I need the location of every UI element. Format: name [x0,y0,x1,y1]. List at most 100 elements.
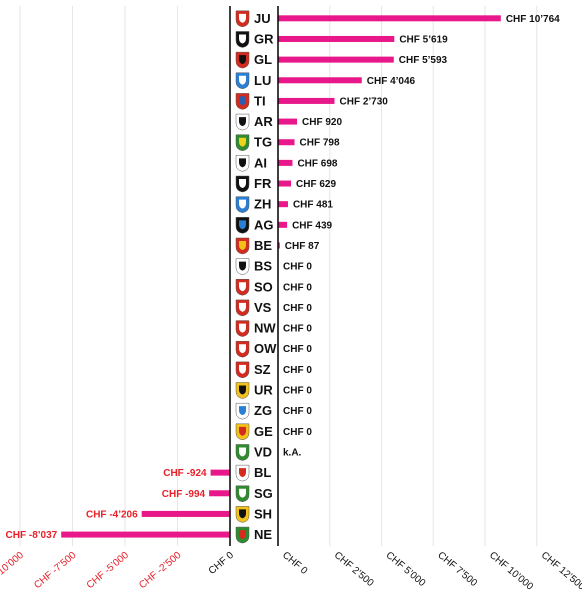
bar [278,159,293,166]
canton-label: NE [254,527,272,542]
crest-charge [239,468,246,478]
crest-charge [239,179,246,189]
canton-label: VS [254,300,272,315]
value-label: k.A. [283,447,302,458]
ju-crest-icon [235,10,250,28]
value-label: CHF 0 [283,344,312,355]
gl-crest-icon [235,51,250,69]
crest-charge [239,385,246,395]
value-label: CHF 629 [296,179,336,190]
ai-crest-icon [235,155,250,172]
crest-charge [239,302,246,312]
value-label: CHF -994 [162,489,206,500]
ow-crest-icon [235,340,250,358]
crest-charge [239,96,246,106]
crest-charge [239,488,246,498]
sg-crest-icon [235,485,250,503]
value-label: CHF 0 [283,303,312,314]
crest-charge [239,406,246,416]
fr-crest-icon [235,175,250,193]
crest-charge [239,344,246,354]
value-label: CHF 0 [283,386,312,397]
bar [278,139,295,146]
vd-crest-icon [235,444,250,461]
label-layer: JU CHF 10’764 GR CHF 5’619 GL CHF 5’593 LU CHF … [6,10,560,544]
bar [278,97,335,104]
canton-label: TI [254,93,266,108]
bar [278,77,362,84]
tick-label-positive: CHF 2’500 [332,550,376,589]
ar-crest-icon [235,113,250,131]
axis-layer [229,6,279,546]
crest-charge [239,530,246,540]
crest-charge [239,34,246,44]
sh-crest-icon [235,506,250,523]
ne-crest-icon [235,526,250,544]
bar [61,531,231,538]
ur-crest-icon [235,382,250,399]
value-label: CHF -924 [163,468,207,479]
canton-label: AG [254,217,274,232]
zg-crest-icon [235,402,250,420]
crest-charge [239,199,246,209]
tick-label-negative: CHF -2’500 [137,550,184,592]
ag-crest-icon [235,217,250,234]
value-label: CHF 0 [283,365,312,376]
ge-crest-icon [235,423,250,441]
canton-label: SO [254,279,273,294]
canton-label: LU [254,73,271,88]
be-crest-icon [235,237,250,255]
bar [278,242,280,249]
bar [278,15,501,22]
value-label: CHF -4’206 [86,509,138,520]
canton-label: AR [254,114,273,129]
bar [210,469,230,476]
tick-label-negative: CHF -5’000 [85,550,132,592]
crest-charge [239,158,246,168]
canton-label: BL [254,465,271,480]
so-crest-icon [235,279,250,296]
bar-layer [61,15,501,538]
grid-layer [19,6,538,546]
bar [141,510,230,517]
value-label: CHF 439 [292,220,332,231]
bar [278,56,394,63]
value-label: CHF 4’046 [367,76,416,87]
canton-label: SG [254,486,273,501]
crest-charge [239,364,246,374]
canton-label: FR [254,176,272,191]
value-label: CHF 798 [300,138,340,149]
crest-charge [239,261,246,271]
bar [278,221,288,228]
canton-label: AI [254,155,267,170]
value-label: CHF 2’730 [340,96,389,107]
zh-crest-icon [235,196,250,213]
bar [209,490,230,497]
value-label: CHF 5’619 [399,34,448,45]
tick-label-positive: CHF 7’500 [435,550,479,589]
crest-charge [239,509,246,519]
canton-label: OW [254,341,277,356]
crest-charge [239,220,246,230]
bar [278,35,395,42]
crest-charge [239,117,246,127]
sz-crest-icon [235,361,250,379]
vs-crest-icon [235,299,250,317]
value-label: CHF 0 [283,282,312,293]
canton-label: BS [254,259,272,274]
crest-charge [239,55,246,65]
tick-label-negative: CHF -10’000 [0,550,26,595]
canton-label: ZG [254,403,272,418]
value-label: CHF 698 [297,158,337,169]
value-label: CHF 0 [283,262,312,273]
canton-label: GL [254,52,272,67]
canton-label: TG [254,135,272,150]
value-label: CHF 0 [283,324,312,335]
crest-charge [239,447,246,457]
value-label: CHF 0 [283,427,312,438]
canton-label: ZH [254,197,271,212]
bar [278,118,298,125]
bar [278,201,288,208]
value-label: CHF 5’593 [399,55,448,66]
tick-label-negative: CHF 0 [207,550,237,577]
